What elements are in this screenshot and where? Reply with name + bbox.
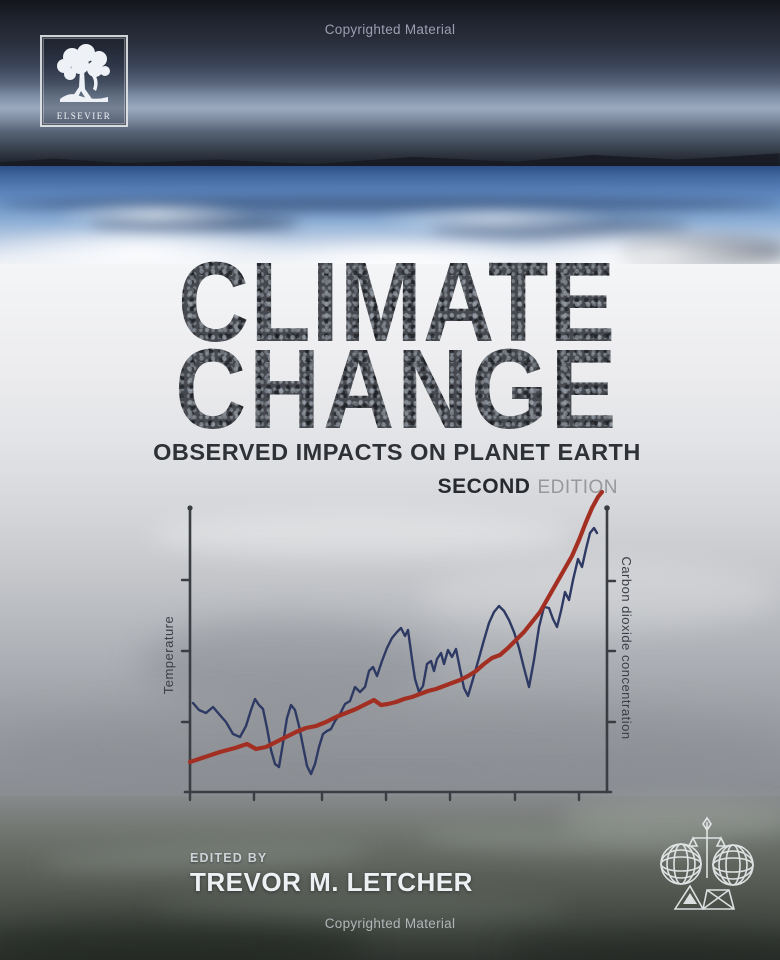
edition-word-second: SECOND bbox=[437, 475, 531, 498]
copyright-notice-top: Copyrighted Material bbox=[324, 22, 456, 37]
book-title-line1: CLIMATE bbox=[62, 257, 732, 347]
edited-by-label: EDITED BY bbox=[190, 851, 268, 865]
book-subtitle: OBSERVED IMPACTS ON PLANET EARTH bbox=[153, 439, 641, 465]
elsevier-tree-icon bbox=[57, 44, 110, 102]
edition-word-edition: EDITION bbox=[537, 477, 618, 498]
edition-label: SECOND EDITION bbox=[437, 475, 618, 499]
dark-sea-foreground bbox=[0, 796, 780, 960]
elsevier-logo: ELSEVIER bbox=[40, 35, 128, 127]
book-title-line2: CHANGE bbox=[62, 344, 732, 434]
sea-foam bbox=[50, 200, 260, 230]
wave-streak bbox=[560, 800, 780, 840]
elsevier-logo-text: ELSEVIER bbox=[56, 111, 112, 121]
fog-patch bbox=[150, 512, 570, 558]
fog-patch bbox=[0, 700, 780, 790]
dark-water-corner bbox=[0, 918, 370, 960]
editor-name: TREVOR M. LETCHER bbox=[190, 867, 473, 897]
wave-streak bbox=[150, 893, 570, 923]
copyright-notice-bottom: Copyrighted Material bbox=[324, 916, 456, 931]
fog-patch bbox=[140, 618, 440, 708]
editor-credit: EDITED BY TREVOR M. LETCHER bbox=[190, 851, 473, 898]
sea-foam bbox=[370, 204, 620, 234]
stormy-sky-background bbox=[0, 0, 780, 172]
fog-patch bbox=[420, 560, 780, 630]
